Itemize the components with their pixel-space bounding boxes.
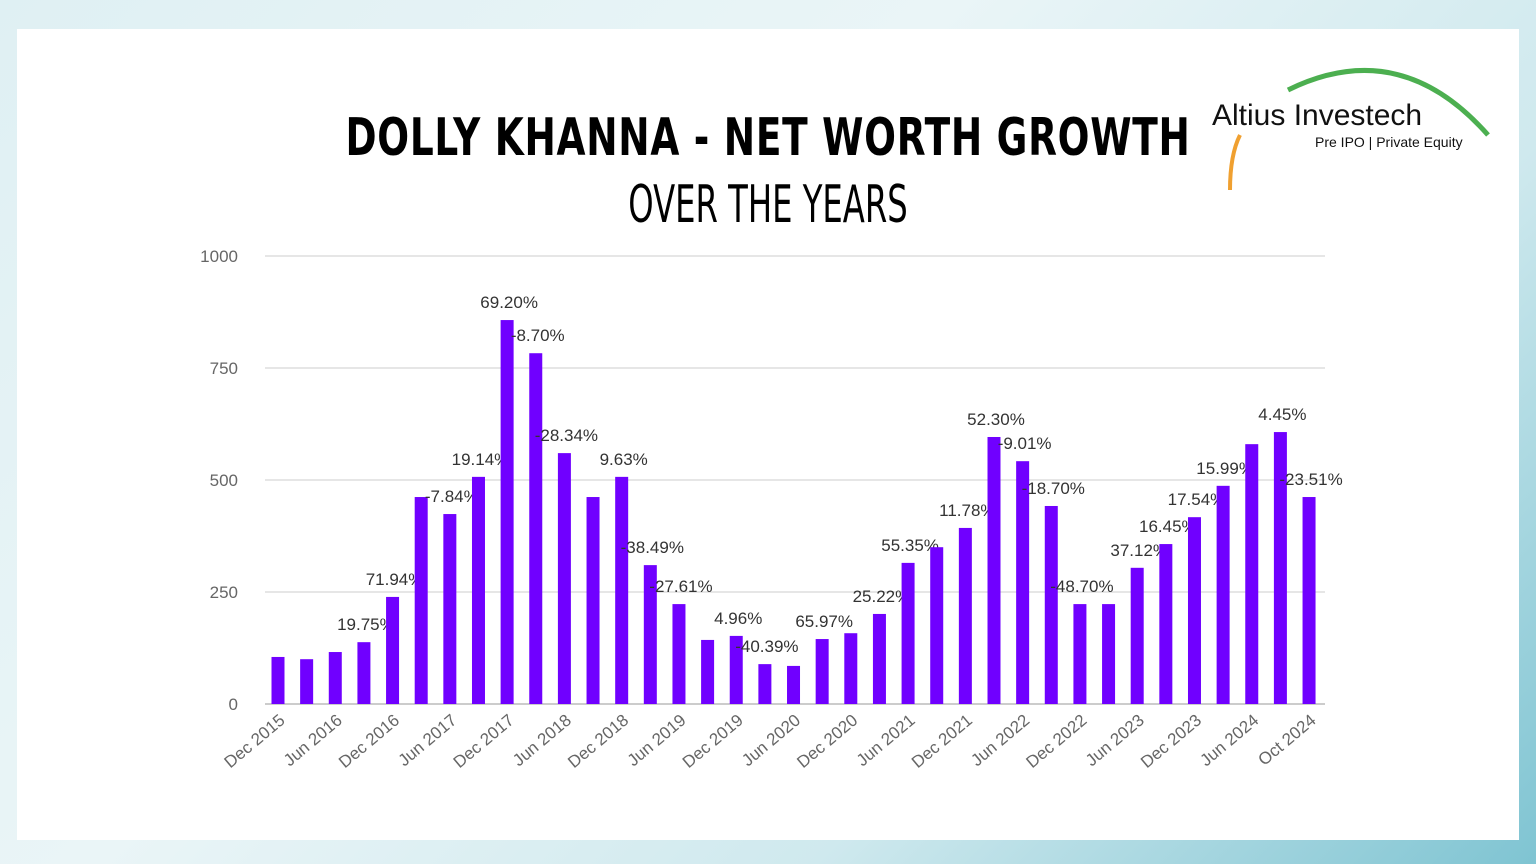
- logo-arcs-icon: Altius Investech Pre IPO | Private Equit…: [1212, 68, 1490, 191]
- bar: [1245, 444, 1259, 704]
- data-label: -38.49%: [621, 538, 684, 557]
- x-tick-label: Jun 2024: [1197, 711, 1263, 771]
- bar: [930, 547, 944, 704]
- data-label: 19.75%: [337, 615, 395, 634]
- bar: [328, 652, 342, 704]
- bar: [1073, 604, 1087, 704]
- data-label: 15.99%: [1196, 459, 1254, 478]
- x-tick-label: Jun 2017: [395, 711, 461, 771]
- data-label: -40.39%: [735, 637, 798, 656]
- bar: [414, 497, 428, 704]
- bar: [729, 635, 743, 704]
- data-label: -28.34%: [535, 426, 598, 445]
- data-label: -8.70%: [511, 326, 565, 345]
- data-label: 19.14%: [452, 450, 510, 469]
- data-label: -48.70%: [1050, 577, 1113, 596]
- bar: [758, 664, 772, 704]
- bar: [701, 639, 715, 704]
- bar: [958, 527, 972, 704]
- x-tick-label: Jun 2018: [509, 711, 575, 771]
- data-label: -18.70%: [1022, 479, 1085, 498]
- bar: [815, 639, 829, 704]
- data-label: -23.51%: [1279, 470, 1342, 489]
- logo-name: Altius Investech: [1212, 99, 1422, 132]
- bar: [500, 320, 514, 704]
- bar: [1044, 505, 1058, 704]
- x-tick-label: Jun 2023: [1082, 711, 1148, 771]
- bar: [1130, 567, 1144, 704]
- altius-investech-logo: Altius Investech Pre IPO | Private Equit…: [1200, 55, 1500, 200]
- bar: [1302, 497, 1316, 704]
- data-label: 71.94%: [366, 570, 424, 589]
- x-tick-label: Dec 2015: [221, 711, 289, 772]
- bar: [1273, 432, 1287, 704]
- bar: [643, 565, 657, 704]
- bar: [672, 604, 686, 704]
- bar: [586, 497, 600, 704]
- bar: [1016, 461, 1030, 704]
- x-tick-label: Jun 2020: [738, 711, 804, 771]
- x-tick-label: Dec 2023: [1137, 711, 1205, 772]
- bar: [987, 436, 1001, 704]
- data-label: 69.20%: [480, 293, 538, 312]
- bar: [300, 659, 314, 704]
- data-label: 55.35%: [881, 536, 939, 555]
- bar: [1159, 544, 1173, 704]
- bar: [386, 596, 400, 704]
- chart-subtitle: OVER THE YEARS: [628, 175, 908, 235]
- y-tick-label: 250: [210, 583, 238, 602]
- bar: [615, 476, 629, 704]
- x-tick-label: Dec 2017: [450, 711, 518, 772]
- bar: [443, 514, 457, 704]
- data-label: 65.97%: [795, 612, 853, 631]
- chart-title: DOLLY KHANNA - NET WORTH GROWTH: [345, 108, 1191, 168]
- bar: [471, 476, 485, 704]
- x-tick-label: Dec 2018: [564, 711, 632, 772]
- data-label: 37.12%: [1110, 541, 1168, 560]
- bar: [901, 562, 915, 704]
- data-label: 4.96%: [714, 609, 762, 628]
- bar: [1216, 485, 1230, 704]
- x-tick-label: Jun 2016: [280, 711, 346, 771]
- bar: [844, 633, 858, 704]
- x-tick-label: Jun 2021: [853, 711, 919, 771]
- x-tick-label: Jun 2019: [624, 711, 690, 771]
- y-tick-label: 500: [210, 471, 238, 490]
- x-tick-label: Oct 2024: [1255, 711, 1320, 770]
- y-tick-label: 0: [229, 695, 238, 714]
- bar: [787, 665, 801, 704]
- data-label: 52.30%: [967, 410, 1025, 429]
- bar: [271, 656, 285, 704]
- bar: [529, 353, 543, 704]
- data-label: 16.45%: [1139, 517, 1197, 536]
- x-tick-label: Dec 2019: [679, 711, 747, 772]
- logo-tagline: Pre IPO | Private Equity: [1315, 134, 1463, 150]
- bar: [357, 642, 371, 704]
- x-tick-label: Dec 2022: [1023, 711, 1091, 772]
- y-tick-label: 750: [210, 359, 238, 378]
- bar: [1102, 604, 1116, 704]
- bar: [872, 613, 886, 704]
- x-tick-label: Dec 2020: [793, 711, 861, 772]
- data-label: -7.84%: [425, 487, 479, 506]
- bar: [557, 453, 571, 704]
- data-label: 11.78%: [939, 501, 995, 520]
- x-tick-label: Dec 2016: [335, 711, 403, 772]
- data-label: 4.45%: [1258, 405, 1306, 424]
- data-label: 25.22%: [853, 587, 911, 606]
- x-tick-label: Dec 2021: [908, 711, 976, 772]
- y-tick-label: 1000: [200, 247, 238, 266]
- bar: [1187, 517, 1201, 704]
- data-label: 9.63%: [600, 450, 648, 469]
- data-label: 17.54%: [1168, 490, 1226, 509]
- x-tick-label: Jun 2022: [967, 711, 1033, 771]
- data-label: -27.61%: [649, 577, 712, 596]
- data-label: -9.01%: [998, 434, 1052, 453]
